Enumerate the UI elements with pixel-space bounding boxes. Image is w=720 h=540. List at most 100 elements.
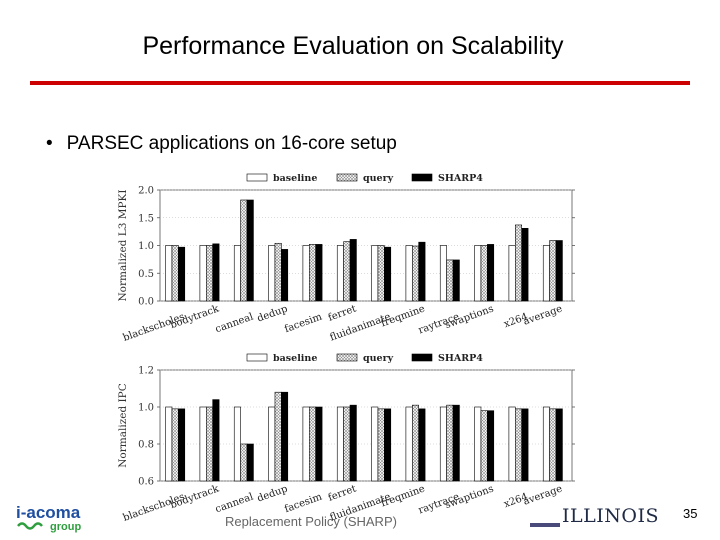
- bar-query-ferret: [343, 406, 351, 482]
- bar-baseline-canneal: [233, 245, 241, 302]
- bar-sharp4-fluidanimate: [384, 408, 392, 482]
- bar-sharp4-x264: [521, 227, 529, 302]
- bar-query-canneal: [240, 199, 248, 302]
- bar-sharp4-facesim: [315, 244, 323, 302]
- bar-baseline-blackscholes: [165, 406, 173, 482]
- bar-query-blackscholes: [171, 245, 179, 302]
- y-tick-label: 1.2: [138, 366, 154, 377]
- bar-baseline-raytrace: [439, 406, 447, 482]
- y-axis-label: Normalized L3 MPKI: [117, 189, 129, 301]
- slide-title: Performance Evaluation on Scalability: [142, 32, 564, 60]
- bar-sharp4-freqmine: [418, 241, 426, 302]
- bar-baseline-bodytrack: [199, 406, 207, 482]
- y-tick-label: 1.5: [138, 213, 154, 224]
- bar-baseline-ferret: [336, 245, 344, 302]
- bar-baseline-x264: [508, 245, 516, 302]
- y-tick-label: 0.8: [138, 440, 154, 451]
- bar-baseline-facesim: [302, 245, 310, 302]
- bar-query-average: [549, 240, 557, 302]
- y-tick-label: 0.0: [138, 297, 154, 308]
- legend-label: SHARP4: [438, 353, 483, 364]
- bar-query-fluidanimate: [377, 408, 385, 482]
- x-tick-label: bodytrack: [169, 303, 221, 331]
- bar-query-canneal: [240, 443, 248, 482]
- bar-query-ferret: [343, 241, 351, 302]
- legend-swatch-sharp4: [411, 173, 433, 182]
- bar-baseline-dedup: [268, 245, 276, 302]
- bar-baseline-freqmine: [405, 406, 413, 482]
- bar-sharp4-raytrace: [452, 404, 460, 482]
- legend-label: query: [363, 353, 394, 364]
- bar-query-bodytrack: [206, 245, 214, 302]
- bar-sharp4-fluidanimate: [384, 246, 392, 302]
- bar-query-average: [549, 408, 557, 482]
- legend-swatch-baseline: [246, 173, 268, 182]
- y-tick-label: 2.0: [138, 186, 154, 197]
- bar-baseline-average: [542, 406, 550, 482]
- bar-sharp4-blackscholes: [178, 246, 186, 302]
- bar-query-facesim: [309, 244, 317, 302]
- bar-sharp4-facesim: [315, 406, 323, 482]
- bar-query-blackscholes: [171, 408, 179, 482]
- bar-sharp4-dedup: [281, 249, 289, 302]
- bar-baseline-raytrace: [439, 245, 447, 302]
- chart-area: 0.0 0.5 1.0 1.5 2.0 Normalized L3 MPKI blacksc…: [112, 170, 582, 527]
- x-tick-label: dedup: [256, 483, 289, 504]
- bar-baseline-facesim: [302, 406, 310, 482]
- bar-query-x264: [514, 224, 522, 302]
- x-tick-label: ferret: [327, 483, 358, 503]
- bar-query-raytrace: [446, 259, 454, 302]
- y-tick-label: 1.0: [138, 403, 154, 414]
- y-tick-label: 0.6: [138, 477, 154, 488]
- bar-baseline-fluidanimate: [371, 406, 379, 482]
- bar-query-facesim: [309, 406, 317, 482]
- bar-sharp4-canneal: [246, 199, 254, 302]
- bar-sharp4-swaptions: [487, 410, 495, 482]
- bullet-icon: •: [46, 133, 53, 154]
- legend-label: SHARP4: [438, 173, 483, 184]
- bar-baseline-fluidanimate: [371, 245, 379, 302]
- bar-query-bodytrack: [206, 406, 214, 482]
- bar-baseline-freqmine: [405, 245, 413, 302]
- bar-baseline-x264: [508, 406, 516, 482]
- bar-query-freqmine: [411, 404, 419, 482]
- bar-sharp4-average: [555, 240, 563, 302]
- legend-label: query: [363, 173, 394, 184]
- bar-query-freqmine: [411, 245, 419, 302]
- x-tick-label: dedup: [256, 303, 289, 324]
- bar-baseline-canneal: [233, 406, 241, 482]
- bar-baseline-swaptions: [474, 406, 482, 482]
- x-tick-label: bodytrack: [169, 483, 221, 511]
- bar-query-fluidanimate: [377, 245, 385, 302]
- bar-baseline-ferret: [336, 406, 344, 482]
- i-acoma-logo-graphic: i-acoma group: [16, 503, 81, 533]
- bar-query-raytrace: [446, 404, 454, 482]
- legend-swatch-query: [336, 353, 358, 362]
- bar-sharp4-raytrace: [452, 259, 460, 302]
- bar-sharp4-canneal: [246, 443, 254, 482]
- svg-text:group: group: [50, 521, 81, 533]
- legend-swatch-sharp4: [411, 353, 433, 362]
- legend-swatch-query: [336, 173, 358, 182]
- bar-query-swaptions: [480, 410, 488, 482]
- illinois-logo: ILLINOIS: [562, 505, 659, 527]
- x-tick-label: average: [522, 483, 564, 507]
- plot-frame: [159, 369, 573, 482]
- bar-sharp4-swaptions: [487, 244, 495, 302]
- bullet-text: PARSEC applications on 16-core setup: [66, 133, 397, 154]
- bar-query-swaptions: [480, 245, 488, 302]
- bar-query-dedup: [274, 391, 282, 482]
- x-tick-label: ferret: [327, 303, 358, 323]
- y-tick-label: 1.0: [138, 241, 154, 252]
- x-tick-label: facesim: [283, 311, 324, 335]
- title-divider: [30, 81, 690, 85]
- bar-baseline-dedup: [268, 406, 276, 482]
- legend-label: baseline: [273, 173, 317, 184]
- page-number: 35: [683, 506, 698, 521]
- bar-baseline-swaptions: [474, 245, 482, 302]
- bar-sharp4-blackscholes: [178, 408, 186, 482]
- bar-sharp4-freqmine: [418, 408, 426, 482]
- svg-text:i-acoma: i-acoma: [16, 503, 81, 522]
- bar-query-dedup: [274, 242, 282, 302]
